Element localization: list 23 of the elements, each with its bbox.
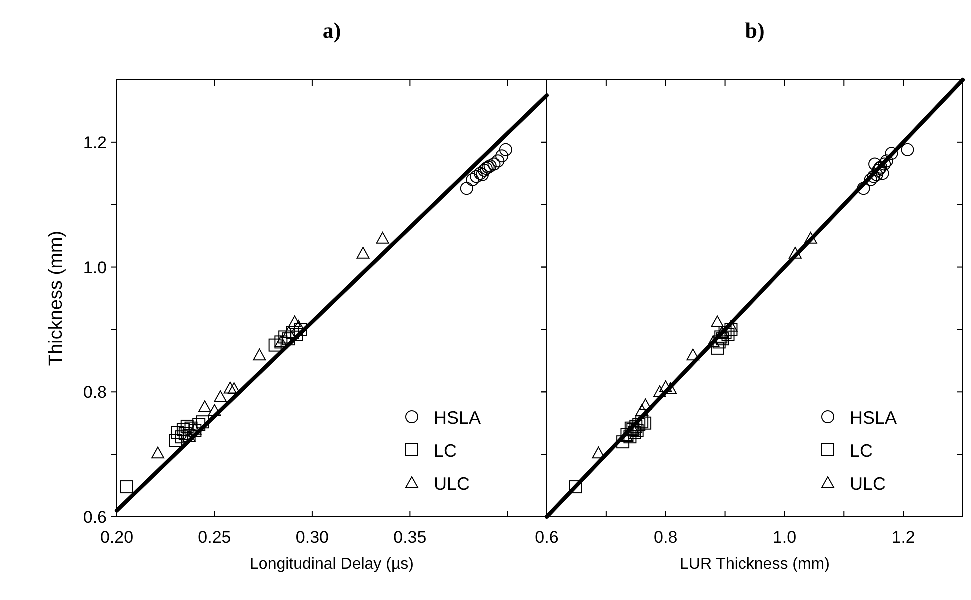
x-tick-label: 0.25: [198, 528, 232, 547]
x-tick-label: 1.2: [892, 528, 916, 547]
y-tick-label: 1.2: [83, 133, 107, 152]
legend-label: LC: [434, 441, 458, 461]
legend-label: LC: [850, 441, 874, 461]
x-tick-label: 0.20: [100, 528, 134, 547]
legend-label: ULC: [850, 474, 886, 494]
x-axis-title: LUR Thickness (mm): [680, 556, 830, 573]
y-tick-label: 0.6: [83, 508, 107, 527]
chart-title: a): [322, 18, 342, 43]
x-tick-label: 0.6: [535, 528, 559, 547]
y-tick-label: 1.0: [83, 258, 107, 278]
x-axis-title: Longitudinal Delay (µs): [250, 556, 414, 573]
legend-label: HSLA: [434, 408, 482, 428]
x-tick-label: 0.35: [394, 528, 427, 547]
x-tick-label: 1.0: [772, 528, 797, 547]
legend-label: HSLA: [850, 408, 898, 428]
x-tick-label: 0.30: [296, 528, 329, 547]
y-axis-title: Thickness (mm): [46, 230, 67, 366]
y-tick-label: 0.8: [83, 383, 107, 402]
chart-title: b): [745, 18, 765, 43]
x-tick-label: 0.8: [654, 528, 678, 547]
legend-label: ULC: [434, 474, 470, 494]
